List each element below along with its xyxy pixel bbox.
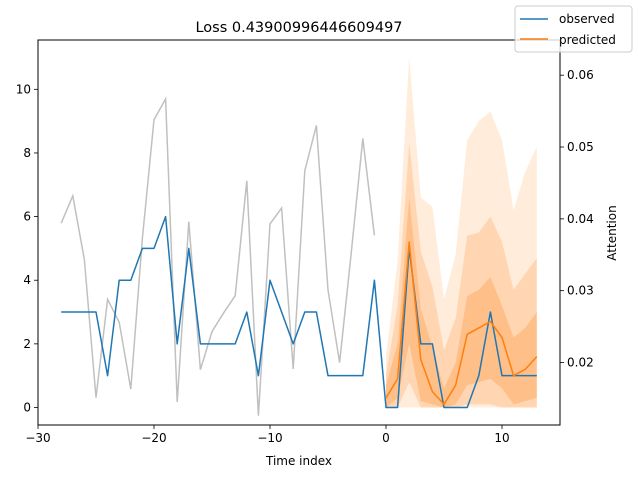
prediction-interval-band-2: [386, 197, 537, 408]
y-tick-label: 8: [23, 146, 31, 160]
attention-line: [60, 96, 376, 416]
legend-label-observed: observed: [559, 12, 615, 26]
y-tick-label: 0: [23, 401, 31, 415]
y2-axis: 0.02 0.03 0.04 0.05 0.06: [560, 68, 594, 370]
y2-tick-label: 0.02: [567, 356, 594, 370]
y-tick-label: 4: [23, 273, 31, 287]
y-tick-label: 2: [23, 337, 31, 351]
y-tick-label: 6: [23, 210, 31, 224]
plot-frame: [37, 39, 561, 426]
y2-tick-label: 0.03: [567, 284, 594, 298]
y2-tick-label: 0.04: [567, 212, 594, 226]
plot-area: [60, 57, 538, 416]
x-tick-label: −20: [141, 431, 166, 445]
x-tick-label: 10: [494, 431, 509, 445]
x-tick-label: −10: [257, 431, 282, 445]
x-tick-label: 0: [382, 431, 390, 445]
series-line-observed: [61, 215, 537, 409]
y-tick-label: 10: [16, 82, 31, 96]
x-tick-label: −30: [25, 431, 50, 445]
y-axis: 0 2 4 6 8 10: [16, 82, 38, 415]
x-axis-label: Time index: [265, 454, 332, 468]
legend-box: [514, 5, 633, 53]
x-axis: −30 −20 −10 0 10: [25, 425, 510, 445]
chart-title: Loss 0.43900996446609497: [195, 20, 402, 36]
y2-axis-label: Attention: [605, 205, 619, 260]
legend: observed predicted: [514, 5, 633, 53]
prediction-interval-band-0: [386, 57, 537, 408]
prediction-interval-band-1: [386, 143, 537, 408]
y2-tick-label: 0.06: [567, 68, 594, 82]
legend-label-predicted: predicted: [559, 33, 616, 47]
y2-tick-label: 0.05: [567, 140, 594, 154]
series-line-predicted: [385, 241, 538, 406]
